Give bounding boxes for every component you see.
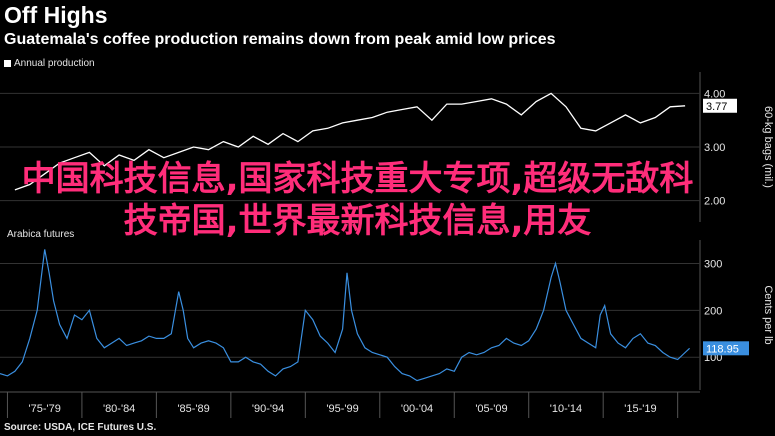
- y-axis-label: Cents per lb: [762, 285, 774, 344]
- last-value-label: 3.77: [706, 101, 727, 113]
- watermark-overlay: 中国科技信息,国家科技重大专项,超级无敌科技帝国,世界最新科技信息,用友: [21, 159, 694, 241]
- y-tick-label: 4.00: [704, 88, 725, 100]
- legend-production: Annual production: [4, 58, 95, 69]
- last-value-box: [703, 341, 749, 356]
- last-value-label: 118.95: [706, 343, 739, 355]
- x-tick-label: '10-'14: [550, 403, 582, 415]
- source-note: Source: USDA, ICE Futures U.S.: [4, 422, 157, 433]
- legend-futures: Arabica futures: [4, 229, 74, 240]
- y-axis-label: 60-kg bags (mil.): [762, 106, 774, 188]
- x-tick-label: '00-'04: [401, 403, 433, 415]
- x-tick-label: '05-'09: [475, 403, 507, 415]
- y-tick-label: 300: [704, 258, 722, 270]
- x-tick-label: '90-'94: [252, 403, 284, 415]
- last-value-box: [703, 98, 737, 113]
- series-line: [0, 249, 691, 382]
- legend-label-production: Annual production: [14, 58, 95, 69]
- x-tick-label: '80-'84: [103, 403, 135, 415]
- x-tick-label: '15-'19: [624, 403, 656, 415]
- chart-subtitle: Guatemala's coffee production remains do…: [4, 31, 556, 48]
- y-tick-label: 200: [704, 305, 722, 317]
- y-tick-label: 2.00: [704, 196, 725, 208]
- series-line: [14, 92, 686, 191]
- legend-swatch-production: [4, 60, 11, 67]
- legend-label-futures: Arabica futures: [7, 229, 75, 240]
- chart-title: Off Highs: [4, 2, 108, 28]
- y-tick-label: 3.00: [704, 142, 725, 154]
- x-tick-label: '85-'89: [177, 403, 209, 415]
- x-tick-label: '75-'79: [29, 403, 61, 415]
- x-tick-label: '95-'99: [326, 403, 358, 415]
